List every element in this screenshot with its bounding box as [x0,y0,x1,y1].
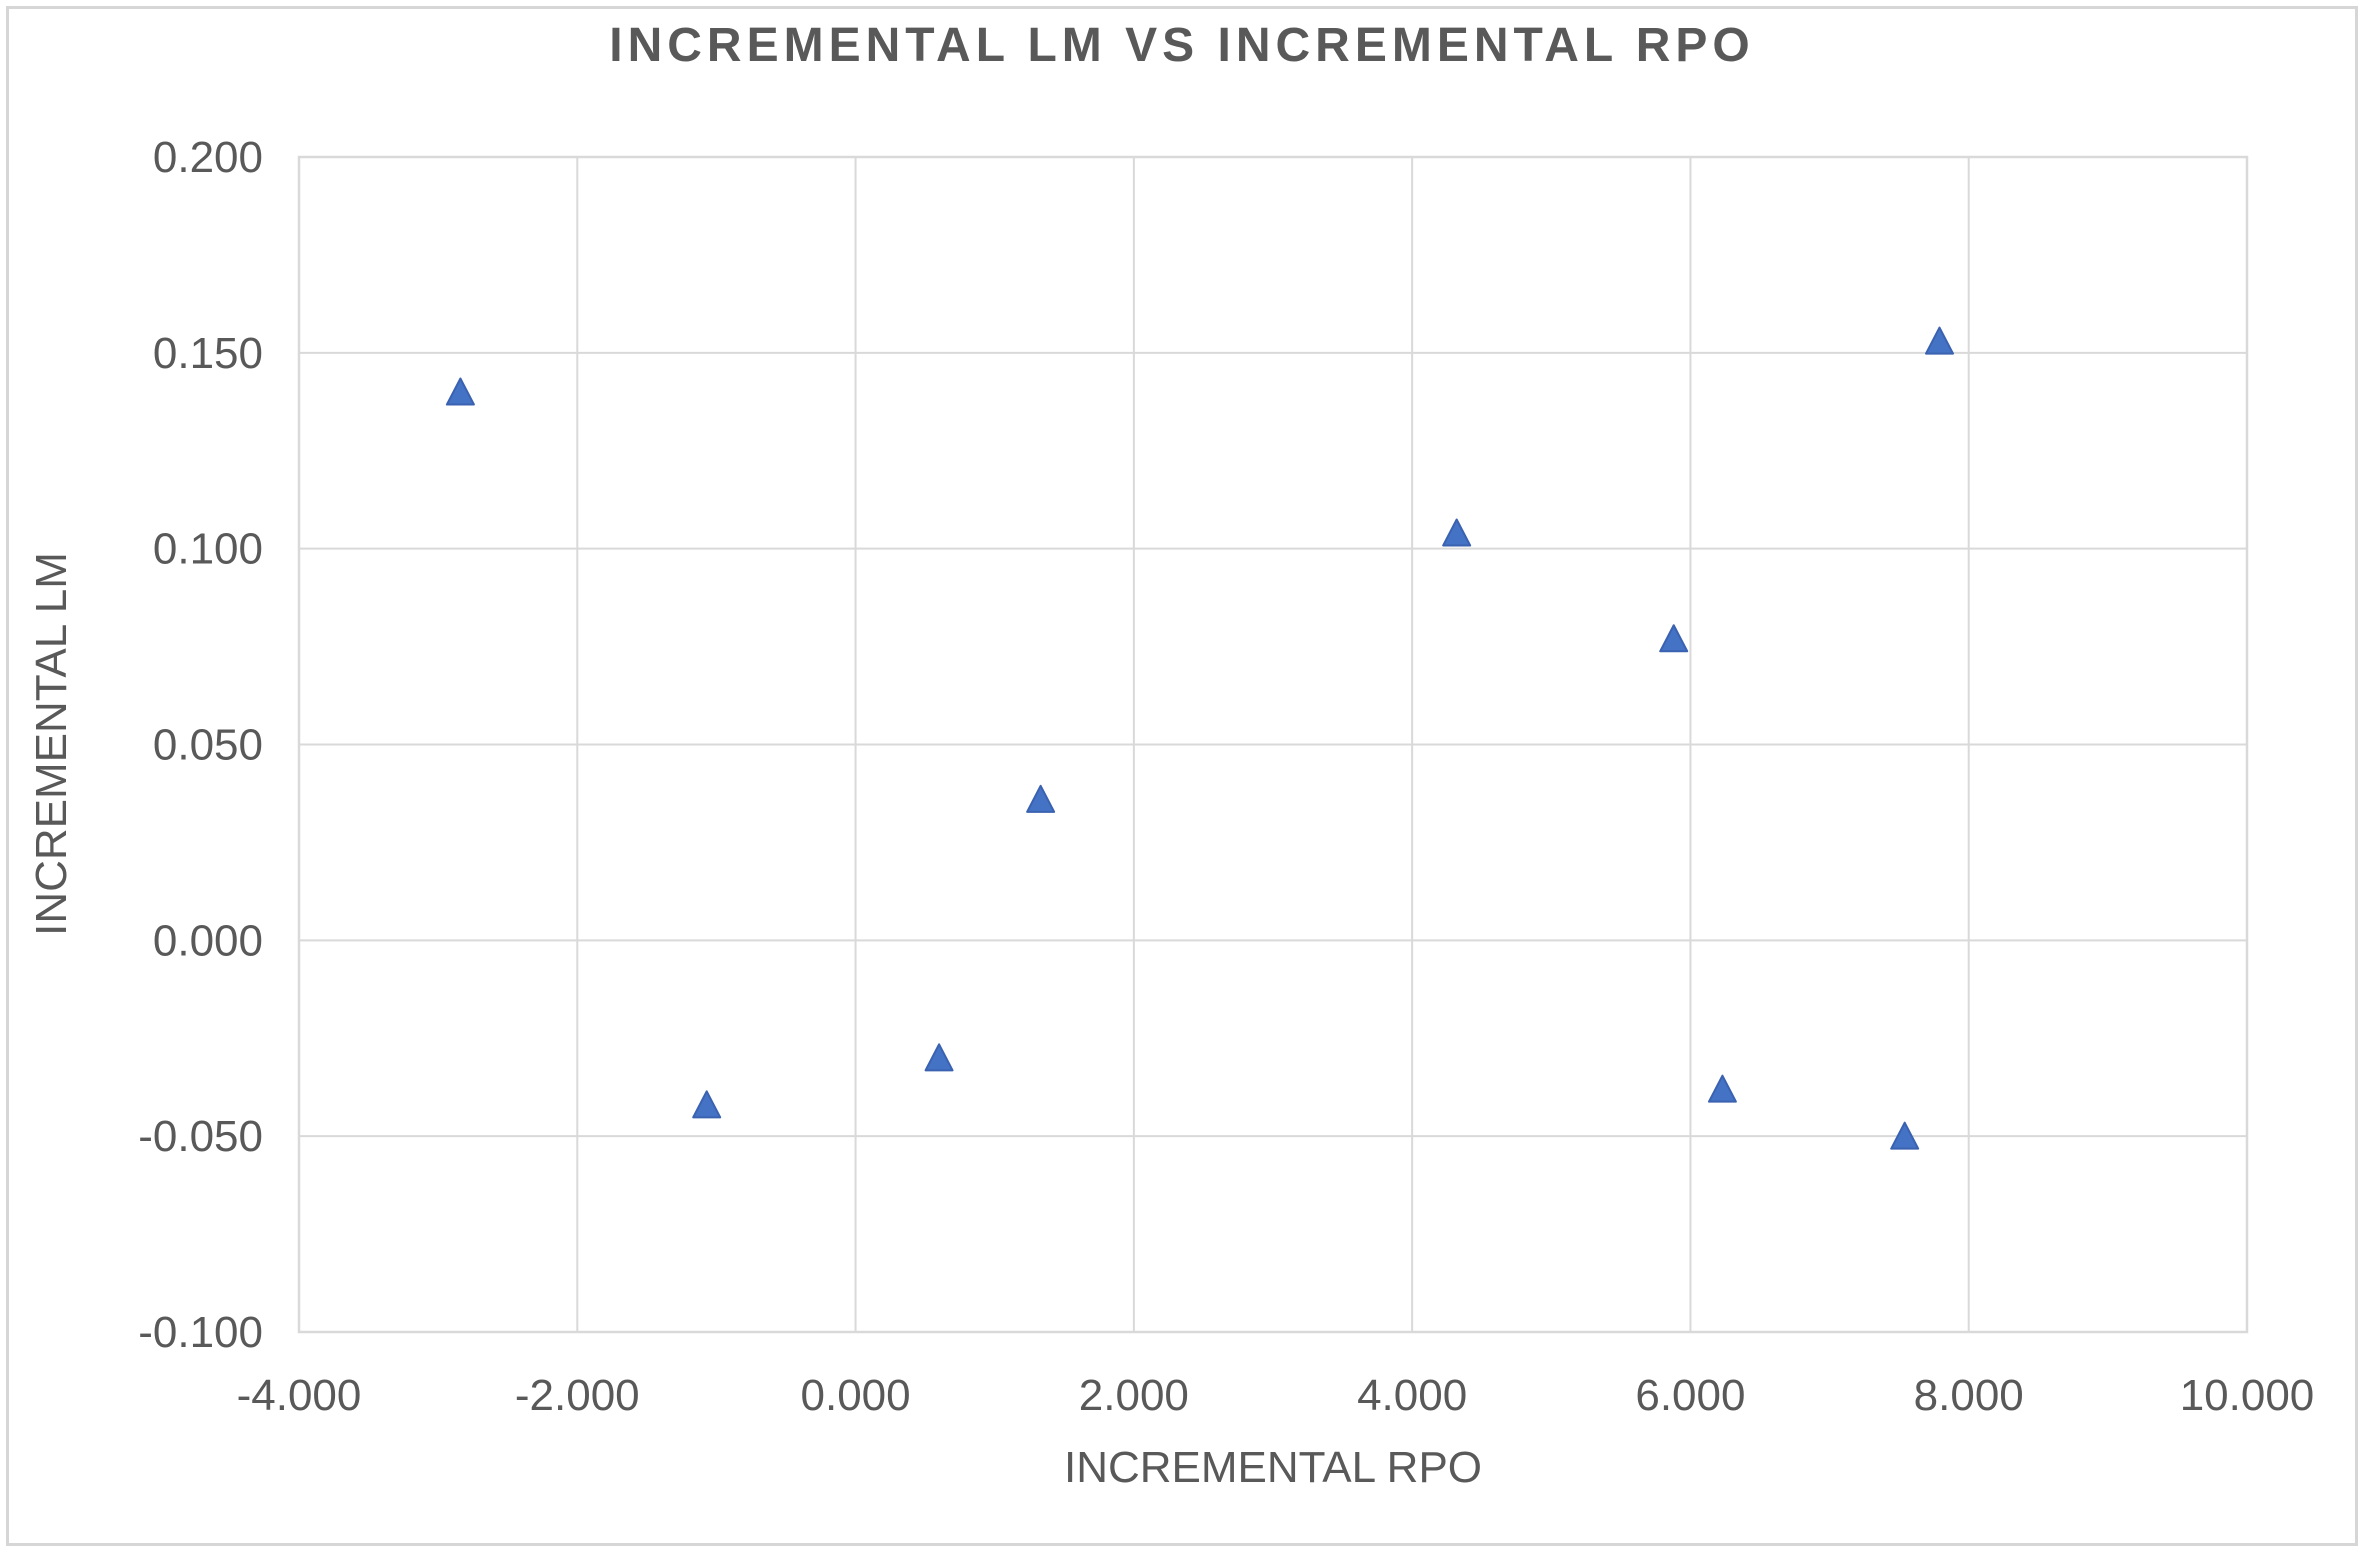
tick-labels-group: -4.000 -2.000 0.000 2.000 4.000 6.000 8.000 10.… [138,133,2314,1420]
gridlines-group [297,155,2249,1334]
scatter-point-marker [1890,1121,1920,1150]
scatter-point-marker [1026,784,1056,813]
x-axis-title: INCREMENTAL RPO [1064,1443,1482,1492]
x-tick-label: 0.000 [801,1371,911,1420]
scatter-point-marker [1924,326,1954,355]
x-tick-label: 6.000 [1635,1371,1745,1420]
x-tick-label: 4.000 [1357,1371,1467,1420]
data-points-group [445,326,1954,1150]
y-tick-label: 0.000 [153,916,263,965]
y-tick-label: 0.200 [153,133,263,182]
y-axis-title: INCREMENTAL LM [27,552,76,936]
chart-title: INCREMENTAL LM VS INCREMENTAL RPO [609,19,1755,72]
scatter-point-marker [1659,624,1689,653]
y-tick-label: 0.150 [153,329,263,378]
scatter-point-marker [445,377,475,406]
y-tick-label: 0.050 [153,721,263,770]
scatter-point-marker [924,1043,954,1072]
x-tick-label: -4.000 [237,1371,362,1420]
x-tick-label: -2.000 [515,1371,640,1420]
plot-border [297,155,2249,1334]
scatter-point-marker [1707,1074,1737,1103]
y-tick-label: 0.100 [153,525,263,574]
scatter-point-marker [1442,518,1472,547]
x-tick-label: 8.000 [1914,1371,2024,1420]
x-tick-label: 10.000 [2180,1371,2315,1420]
y-tick-label: -0.100 [138,1308,263,1357]
scatter-point-marker [692,1090,722,1119]
x-tick-label: 2.000 [1079,1371,1189,1420]
y-tick-label: -0.050 [138,1112,263,1161]
